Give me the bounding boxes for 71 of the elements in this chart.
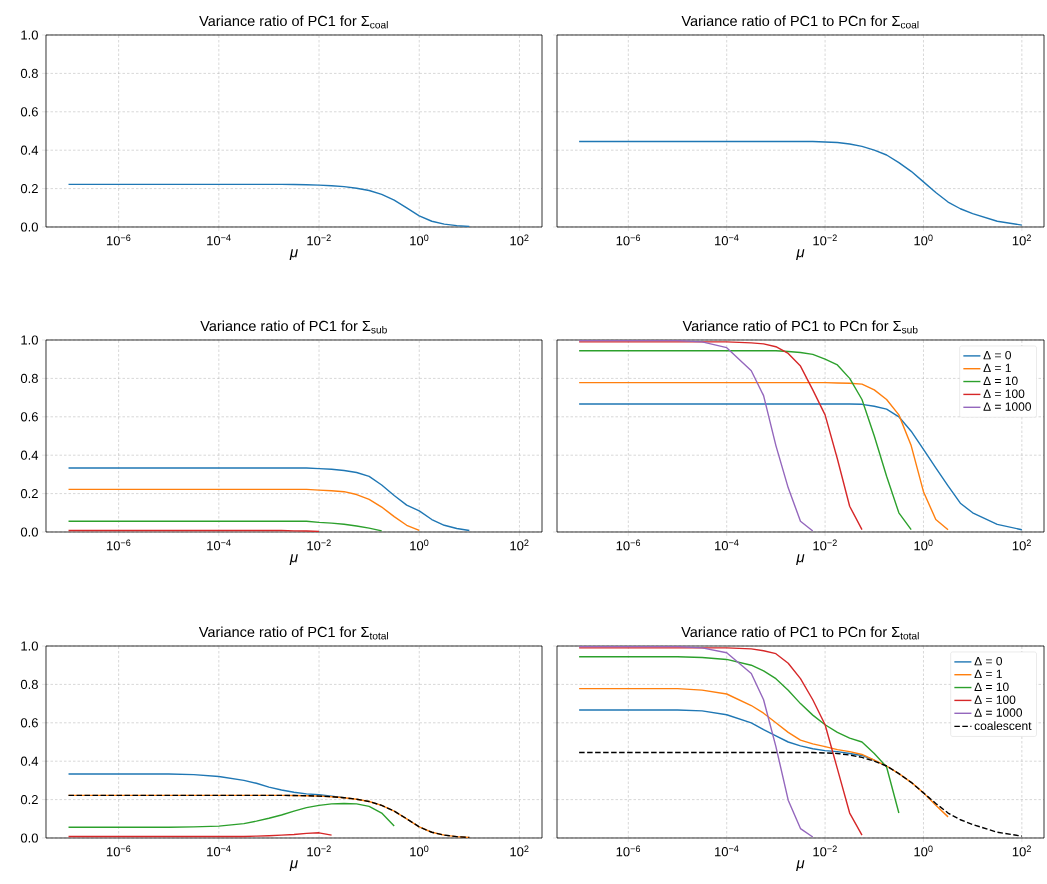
x-tick-label: 10$^{−4}$ (207, 539, 231, 551)
x-axis-title: μ (796, 554, 805, 566)
chart-title: Variance ratio of PC1 to PCn for Σ$_{sub}$ (682, 320, 918, 334)
x-tick-label: 10$^{0}$ (914, 539, 933, 551)
y-tick-label: 1.0 (21, 335, 38, 345)
y-tick-label: 0.4 (20, 450, 39, 460)
x-tick-label: 10$^{0}$ (410, 845, 429, 857)
legend-label: Δ = 10 (974, 682, 1009, 692)
x-tick-label: 10$^{−4}$ (715, 539, 739, 551)
legend-label: Δ = 1 (974, 669, 1002, 679)
x-tick-label: 10$^{−4}$ (207, 845, 231, 857)
y-tick-label: 0.2 (20, 183, 38, 194)
x-tick-label: 10$^{2}$ (510, 845, 529, 857)
x-tick-label: 10$^{−2}$ (813, 539, 837, 551)
legend-label: coalescent (974, 721, 1032, 731)
chart-title: Variance ratio of PC1 for Σ$_{total}$ (198, 626, 388, 640)
y-tick-label: 0.4 (20, 145, 39, 155)
x-tick-label: 10$^{−6}$ (616, 845, 641, 857)
x-axis-title: μ (289, 554, 298, 566)
y-tick-label: 0.4 (20, 756, 39, 766)
x-tick-label: 10$^{−6}$ (616, 539, 641, 551)
x-tick-label: 10$^{−4}$ (207, 234, 231, 246)
legend-label: Δ = 10 (983, 376, 1018, 386)
x-tick-label: 10$^{0}$ (914, 234, 933, 246)
legend-label: Δ = 1000 (974, 708, 1023, 717)
y-tick-label: 0.0 (20, 222, 38, 232)
x-tick-label: 10$^{−6}$ (616, 234, 641, 246)
y-tick-label: 0.6 (20, 412, 38, 422)
y-tick-label: 0.8 (20, 373, 38, 383)
y-tick-label: 1.0 (21, 30, 38, 40)
x-tick-label: 10$^{2}$ (1012, 539, 1031, 551)
x-axis-title: μ (289, 249, 298, 261)
y-tick-label: 0.0 (20, 833, 38, 843)
legend-label: Δ = 1000 (983, 402, 1032, 411)
y-tick-label: 0.2 (20, 488, 38, 499)
x-tick-label: 10$^{−2}$ (307, 234, 331, 246)
legend-label: Δ = 100 (983, 389, 1025, 398)
legend-label: Δ = 0 (983, 350, 1012, 360)
x-tick-label: 10$^{0}$ (914, 845, 933, 857)
chart-title: Variance ratio of PC1 to PCn for Σ$_{total}$ (681, 626, 919, 640)
legend-label: Δ = 100 (974, 695, 1016, 704)
x-tick-label: 10$^{0}$ (410, 539, 429, 551)
y-tick-label: 0.2 (20, 794, 38, 805)
x-tick-label: 10$^{2}$ (510, 539, 529, 551)
x-tick-label: 10$^{2}$ (1012, 234, 1031, 246)
x-axis-title: μ (289, 860, 298, 872)
x-tick-label: 10$^{2}$ (510, 234, 529, 246)
x-tick-label: 10$^{−4}$ (715, 845, 739, 857)
y-tick-label: 0.6 (20, 718, 38, 728)
chart-title: Variance ratio of PC1 for Σ$_{coal}$ (199, 15, 388, 29)
x-tick-label: 10$^{−6}$ (106, 539, 131, 551)
y-tick-label: 1.0 (21, 641, 38, 651)
chart-title: Variance ratio of PC1 for Σ$_{sub}$ (200, 320, 387, 334)
y-tick-label: 0.6 (20, 107, 38, 117)
legend-label: Δ = 1 (983, 363, 1011, 373)
x-tick-label: 10$^{−4}$ (715, 234, 739, 246)
chart-title: Variance ratio of PC1 to PCn for Σ$_{coal}$ (681, 15, 919, 29)
y-tick-label: 0.0 (20, 527, 38, 537)
x-tick-label: 10$^{−6}$ (106, 234, 131, 246)
x-tick-label: 10$^{2}$ (1012, 845, 1031, 857)
x-axis-title: μ (796, 249, 805, 261)
x-tick-label: 10$^{−2}$ (813, 234, 837, 246)
x-tick-label: 10$^{−2}$ (307, 539, 331, 551)
x-tick-label: 10$^{−2}$ (813, 845, 837, 857)
x-tick-label: 10$^{−6}$ (106, 845, 131, 857)
legend-label: Δ = 0 (974, 656, 1003, 666)
x-tick-label: 10$^{0}$ (410, 234, 429, 246)
x-tick-label: 10$^{−2}$ (307, 845, 331, 857)
y-tick-label: 0.8 (20, 679, 38, 689)
y-tick-label: 0.8 (20, 68, 38, 78)
x-axis-title: μ (796, 860, 805, 872)
